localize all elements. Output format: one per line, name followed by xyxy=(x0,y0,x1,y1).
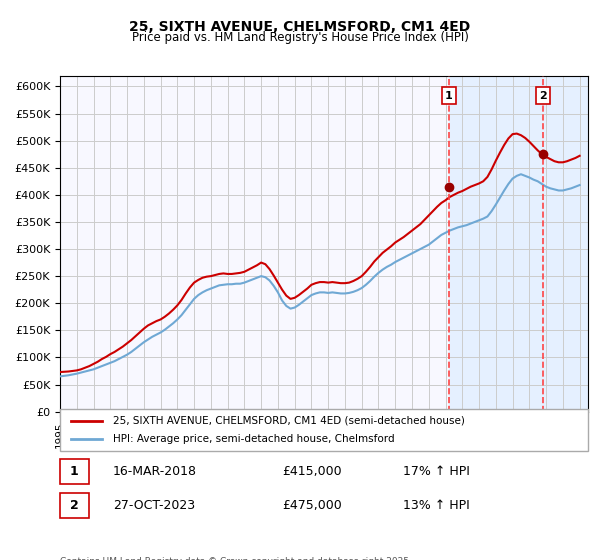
Text: Price paid vs. HM Land Registry's House Price Index (HPI): Price paid vs. HM Land Registry's House … xyxy=(131,31,469,44)
Text: 1: 1 xyxy=(445,91,453,101)
Text: £415,000: £415,000 xyxy=(282,465,341,478)
Text: 2: 2 xyxy=(70,499,79,512)
Text: 25, SIXTH AVENUE, CHELMSFORD, CM1 4ED: 25, SIXTH AVENUE, CHELMSFORD, CM1 4ED xyxy=(130,20,470,34)
Text: 13% ↑ HPI: 13% ↑ HPI xyxy=(403,499,470,512)
Text: 17% ↑ HPI: 17% ↑ HPI xyxy=(403,465,470,478)
Bar xyxy=(449,76,588,412)
Text: 25, SIXTH AVENUE, CHELMSFORD, CM1 4ED (semi-detached house): 25, SIXTH AVENUE, CHELMSFORD, CM1 4ED (s… xyxy=(113,416,464,426)
Text: £475,000: £475,000 xyxy=(282,499,341,512)
FancyBboxPatch shape xyxy=(60,409,588,451)
Text: 2: 2 xyxy=(539,91,547,101)
Text: 1: 1 xyxy=(70,465,79,478)
Text: Contains HM Land Registry data © Crown copyright and database right 2025.
This d: Contains HM Land Registry data © Crown c… xyxy=(60,557,412,560)
FancyBboxPatch shape xyxy=(60,459,89,484)
Text: 16-MAR-2018: 16-MAR-2018 xyxy=(113,465,197,478)
FancyBboxPatch shape xyxy=(60,493,89,517)
Text: HPI: Average price, semi-detached house, Chelmsford: HPI: Average price, semi-detached house,… xyxy=(113,434,394,444)
Text: 27-OCT-2023: 27-OCT-2023 xyxy=(113,499,195,512)
